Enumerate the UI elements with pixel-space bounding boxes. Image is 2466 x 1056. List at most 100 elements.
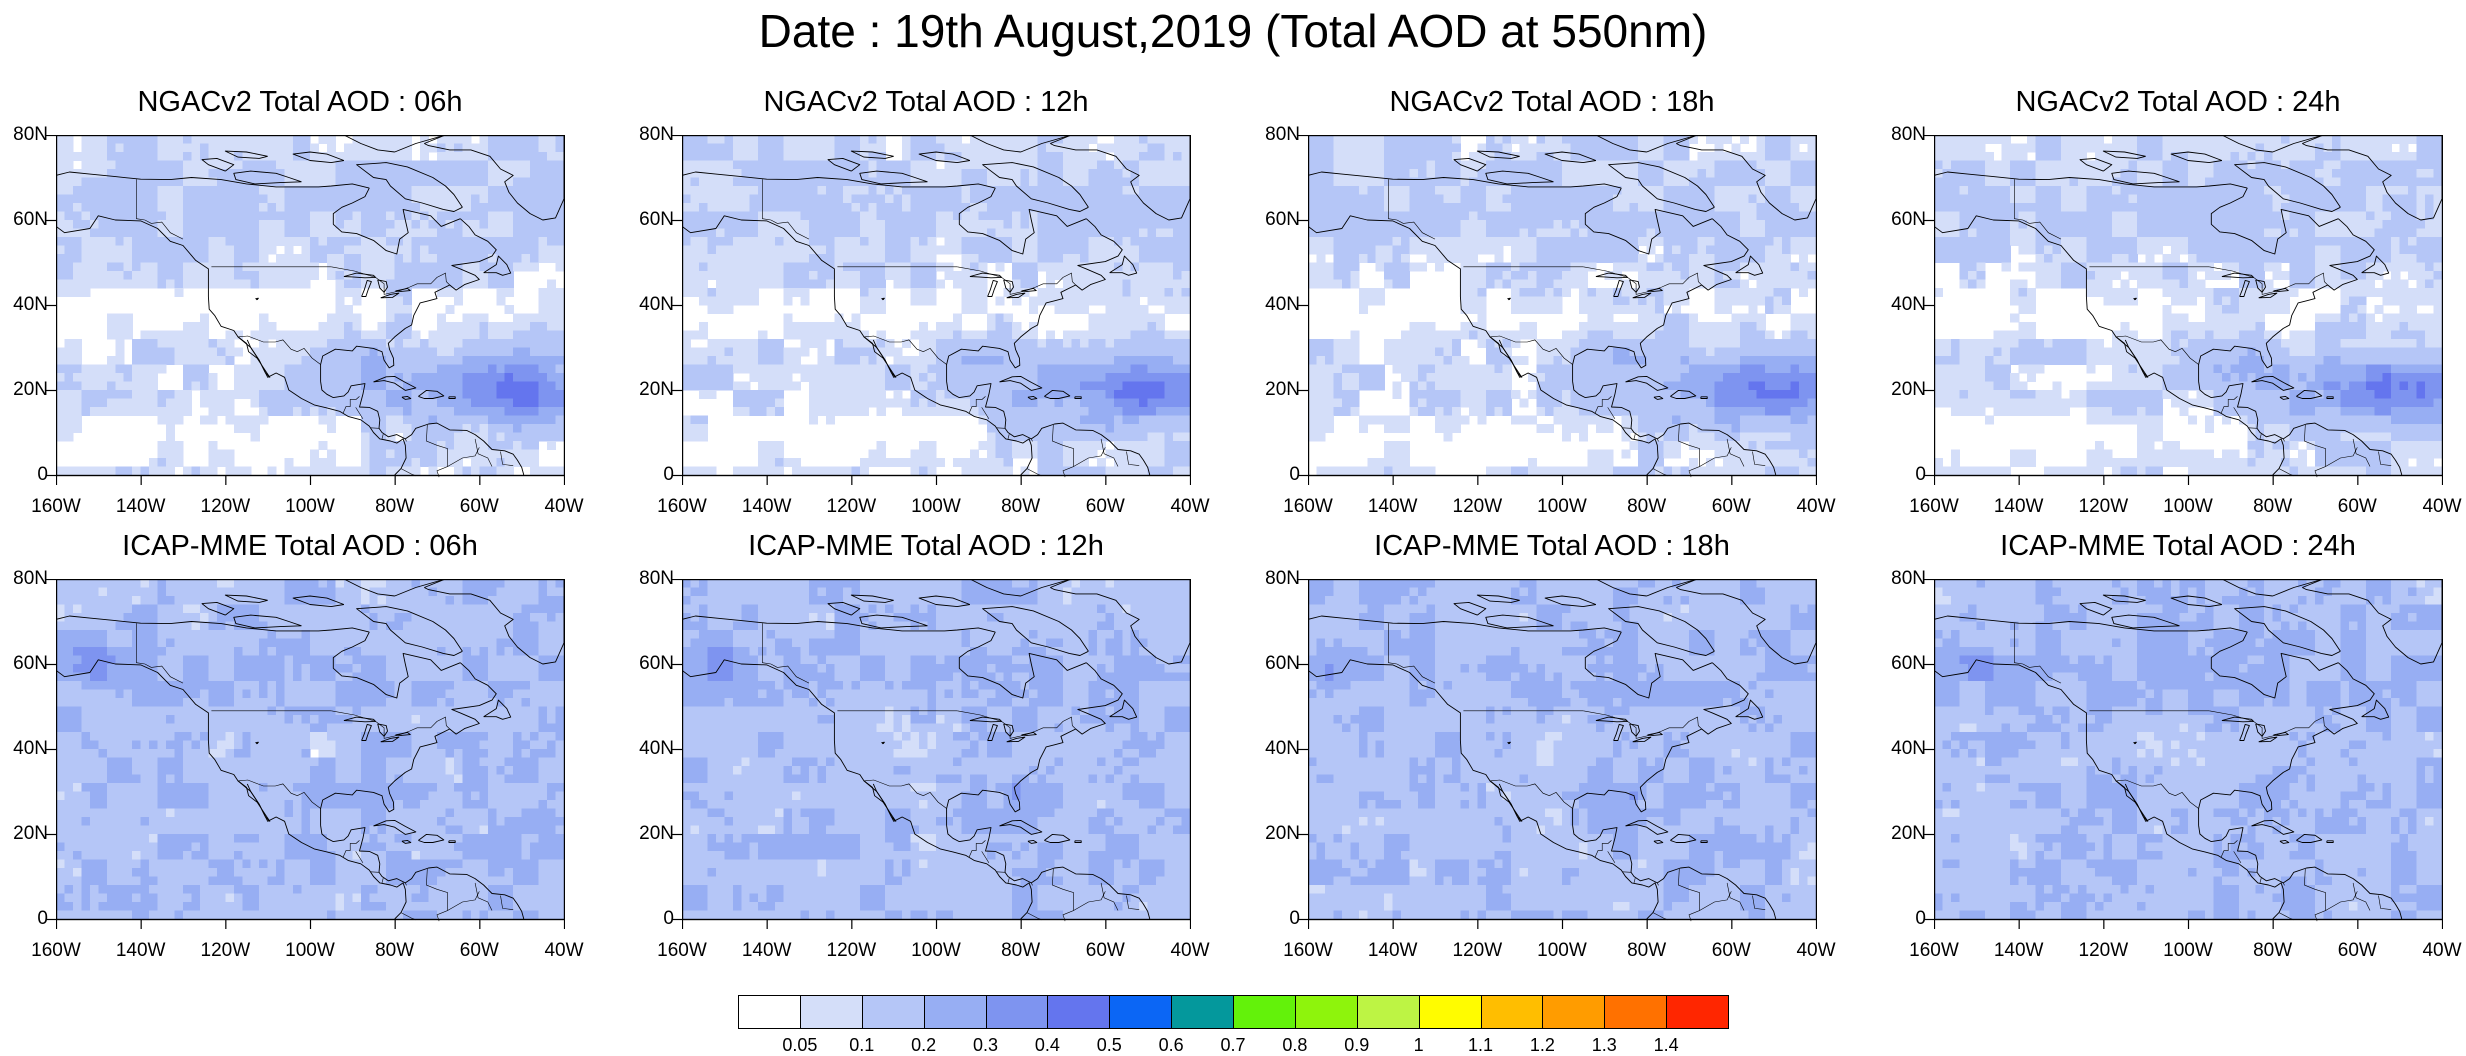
lon-tick-label: 60W — [2337, 940, 2377, 961]
lon-tick-label: 60W — [2337, 496, 2377, 517]
lon-tick-label: 100W — [285, 496, 335, 517]
lat-tick-label: 60N — [1891, 653, 1926, 674]
panel-title: ICAP-MME Total AOD : 24h — [2000, 530, 2356, 562]
lat-tick-label: 40N — [1265, 294, 1300, 315]
colorbar-swatch — [1542, 995, 1606, 1029]
panel-title: NGACv2 Total AOD : 12h — [763, 86, 1089, 118]
axis-ticks — [682, 919, 1191, 929]
lon-tick-label: 40W — [1170, 496, 1210, 517]
colorbar-swatch — [1109, 995, 1173, 1029]
colorbar-swatch — [1418, 995, 1482, 1029]
lat-tick-label: 80N — [1265, 124, 1300, 145]
panel-title: ICAP-MME Total AOD : 06h — [122, 530, 478, 562]
lon-tick-label: 60W — [459, 496, 499, 517]
lon-tick-label: 140W — [1367, 496, 1418, 517]
lon-tick-label: 60W — [1085, 496, 1125, 517]
colorbar-swatch — [799, 995, 863, 1029]
colorbar-label: 1.2 — [1529, 1035, 1555, 1055]
colorbar-swatch — [1666, 995, 1729, 1029]
page-title: Date : 19th August,2019 (Total AOD at 55… — [758, 5, 1708, 57]
lon-tick-label: 120W — [1452, 496, 1503, 517]
lon-tick-label: 60W — [1711, 940, 1751, 961]
lon-tick-label: 60W — [459, 940, 499, 961]
colorbar-swatch — [985, 995, 1049, 1029]
colorbar-swatch — [1480, 995, 1544, 1029]
lat-tick-label: 20N — [1265, 379, 1300, 400]
lon-tick-label: 120W — [2078, 940, 2129, 961]
colorbar-label: 0.6 — [1158, 1035, 1184, 1055]
lon-tick-label: 100W — [911, 496, 961, 517]
lon-tick-label: 40W — [1796, 496, 1836, 517]
lon-tick-label: 80W — [375, 496, 415, 517]
colorbar-label: 1.3 — [1591, 1035, 1617, 1055]
political-borders — [136, 179, 514, 478]
lon-tick-label: 40W — [1796, 940, 1836, 961]
colorbar-label: 0.9 — [1344, 1035, 1370, 1055]
lat-tick-label: 20N — [13, 823, 48, 844]
lon-tick-label: 140W — [1993, 496, 2044, 517]
map-panel-icap-mme-12h: ICAP-MME Total AOD : 12h 80N 60N 40N 20N 0 160… — [626, 529, 1226, 989]
map-panel-ngacv2-12h: NGACv2 Total AOD : 12h 80N 60N 40N 20N 0 160W 1… — [626, 85, 1226, 545]
lat-tick-label: 0 — [37, 908, 48, 929]
colorbar-label: 0.05 — [782, 1035, 818, 1055]
lon-tick-label: 160W — [1283, 940, 1333, 961]
aod-map — [682, 135, 1191, 485]
lon-tick-label: 100W — [2163, 940, 2213, 961]
map-panel-ngacv2-18h: NGACv2 Total AOD : 18h 80N 60N 40N 20N 0 160W 1… — [1252, 85, 1852, 545]
coastlines — [1934, 579, 2443, 920]
lon-tick-label: 140W — [741, 940, 792, 961]
lat-tick-label: 60N — [639, 209, 674, 230]
lon-tick-label: 140W — [115, 496, 166, 517]
lon-tick-label: 140W — [115, 940, 166, 961]
lon-tick-label: 60W — [1711, 496, 1751, 517]
lon-tick-label: 160W — [657, 940, 707, 961]
axis-ticks — [1934, 919, 2443, 929]
colorbar-label: 0.5 — [1096, 1035, 1122, 1055]
axis-ticks — [56, 919, 565, 929]
colorbar-label: 0.3 — [972, 1035, 999, 1055]
lon-tick-label: 120W — [1452, 940, 1503, 961]
lon-tick-label: 80W — [1627, 940, 1667, 961]
lon-tick-label: 80W — [1627, 496, 1667, 517]
lon-tick-label: 60W — [1085, 940, 1125, 961]
lat-tick-label: 60N — [1265, 209, 1300, 230]
lon-tick-label: 100W — [911, 940, 961, 961]
aod-map — [1934, 579, 2443, 929]
lon-tick-label: 160W — [1909, 496, 1959, 517]
lon-tick-label: 80W — [1001, 496, 1041, 517]
map-panel-icap-mme-24h: ICAP-MME Total AOD : 24h 80N 60N 40N 20N 0 160… — [1878, 529, 2466, 989]
lon-tick-label: 100W — [285, 940, 335, 961]
aod-field — [56, 135, 565, 476]
map-panel-icap-mme-18h: ICAP-MME Total AOD : 18h 80N 60N 40N 20N 0 160… — [1252, 529, 1852, 989]
lat-tick-label: 60N — [13, 653, 48, 674]
aod-map — [1934, 135, 2443, 485]
lon-tick-label: 80W — [2253, 940, 2293, 961]
lat-tick-label: 40N — [1891, 738, 1926, 759]
lat-tick-label: 0 — [1915, 464, 1926, 485]
lat-tick-label: 0 — [1915, 908, 1926, 929]
lat-tick-label: 20N — [1891, 379, 1926, 400]
colorbar-swatch — [1047, 995, 1111, 1029]
coastlines — [56, 135, 565, 476]
lat-tick-label: 0 — [1289, 464, 1300, 485]
lon-tick-label: 120W — [200, 940, 251, 961]
lat-tick-label: 20N — [1891, 823, 1926, 844]
lat-tick-label: 0 — [663, 908, 674, 929]
lat-tick-label: 80N — [13, 568, 48, 589]
lat-tick-label: 60N — [13, 209, 48, 230]
aod-map — [1308, 135, 1817, 485]
colorbar-legend: 0.05 0.1 0.2 0.3 0.4 0.5 0.6 0.7 0.8 0.9 1 1.1 1.2 1.… — [738, 995, 1729, 1056]
aod-field — [682, 135, 1191, 476]
aod-map — [56, 135, 565, 485]
lon-tick-label: 80W — [2253, 496, 2293, 517]
lat-tick-label: 80N — [1891, 124, 1926, 145]
lon-tick-label: 160W — [657, 496, 707, 517]
lon-tick-label: 140W — [741, 496, 792, 517]
map-panel-ngacv2-06h: NGACv2 Total AOD : 06h 80N 60N 40N 20N 0 160W 1… — [0, 85, 600, 545]
aod-field — [56, 579, 565, 920]
lon-tick-label: 40W — [544, 940, 584, 961]
colorbar-label: 1.4 — [1653, 1035, 1679, 1055]
colorbar-swatch — [1604, 995, 1668, 1029]
coastlines — [1308, 579, 1817, 920]
coastlines — [1308, 135, 1817, 476]
